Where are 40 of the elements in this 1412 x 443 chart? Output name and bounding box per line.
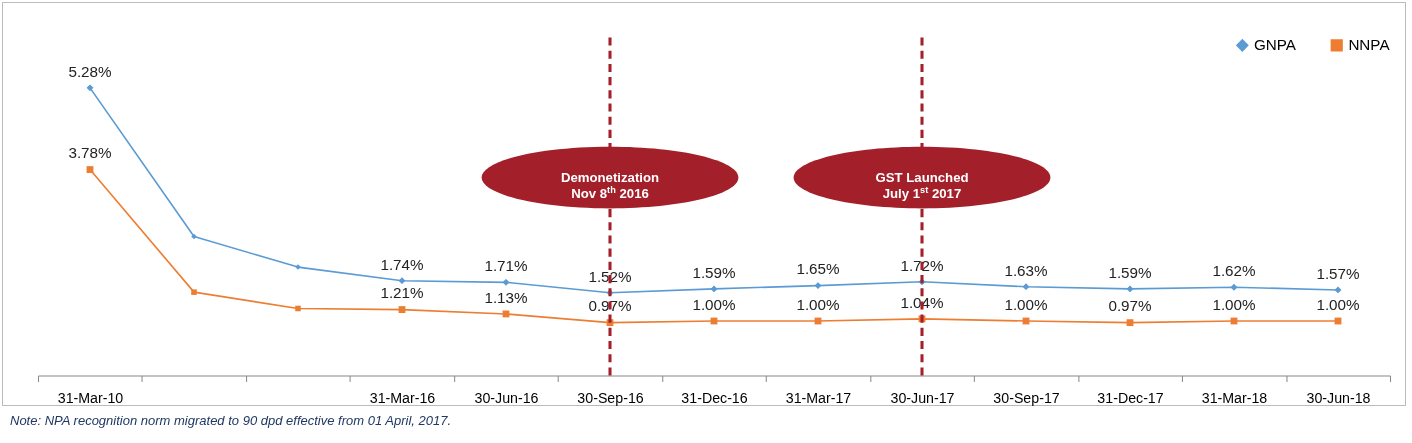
legend-label: NNPA bbox=[1348, 36, 1391, 54]
data-label: 0.97% bbox=[1108, 297, 1152, 315]
x-tick-label: 30-Sep-17 bbox=[993, 390, 1060, 407]
data-label: 1.00% bbox=[1212, 295, 1256, 313]
ref-line-label: Demonetization Nov 8$^{th}$ 2016 bbox=[560, 169, 660, 201]
x-tick-label: 30-Jun-17 bbox=[890, 390, 955, 407]
x-tick-label: 31-Mar-10 bbox=[57, 390, 124, 407]
ref-line-label: GST Launched July 1$^{st}$ 2017 bbox=[875, 169, 969, 201]
data-label: 1.00% bbox=[1004, 295, 1048, 313]
data-label: 0.97% bbox=[588, 297, 632, 315]
data-label: 1.00% bbox=[796, 295, 840, 313]
data-label: 1.57% bbox=[1316, 264, 1360, 282]
x-tick-label: 30-Jun-18 bbox=[1306, 390, 1371, 407]
x-tick-label: 31-Mar-16 bbox=[369, 390, 436, 407]
data-label: 1.52% bbox=[588, 267, 632, 285]
data-label: 1.59% bbox=[692, 263, 736, 281]
data-label: 3.78% bbox=[68, 144, 112, 162]
data-label: 1.04% bbox=[900, 293, 944, 311]
data-label: 1.21% bbox=[380, 284, 424, 302]
data-label: 1.63% bbox=[1004, 261, 1048, 279]
data-label: 1.59% bbox=[1108, 263, 1152, 281]
data-label: 1.13% bbox=[484, 288, 528, 306]
point bbox=[295, 305, 301, 312]
x-tick-label: 30-Sep-16 bbox=[577, 390, 644, 407]
data-label: 5.28% bbox=[68, 62, 112, 80]
x-tick-label: 31-Dec-17 bbox=[1097, 390, 1164, 407]
data-label: 1.00% bbox=[692, 295, 736, 313]
text: Note: NPA recognition norm migrated to 90 dpd effective from 01 April, 2017. bbox=[10, 413, 452, 428]
x-tick-label: 31-Mar-18 bbox=[1201, 390, 1268, 407]
point bbox=[191, 289, 197, 295]
x-tick-label: 31-Dec-16 bbox=[681, 390, 748, 407]
data-label: 1.62% bbox=[1212, 262, 1256, 280]
data-label: 1.74% bbox=[380, 255, 424, 273]
data-label: 1.65% bbox=[796, 260, 840, 278]
data-label: 1.00% bbox=[1316, 295, 1360, 313]
data-label: 1.71% bbox=[484, 257, 528, 275]
x-tick-label: 31-Mar-17 bbox=[785, 390, 852, 407]
legend-label: GNPA bbox=[1253, 36, 1297, 54]
point bbox=[191, 233, 197, 240]
x-tick-label: 30-Jun-16 bbox=[474, 390, 539, 407]
